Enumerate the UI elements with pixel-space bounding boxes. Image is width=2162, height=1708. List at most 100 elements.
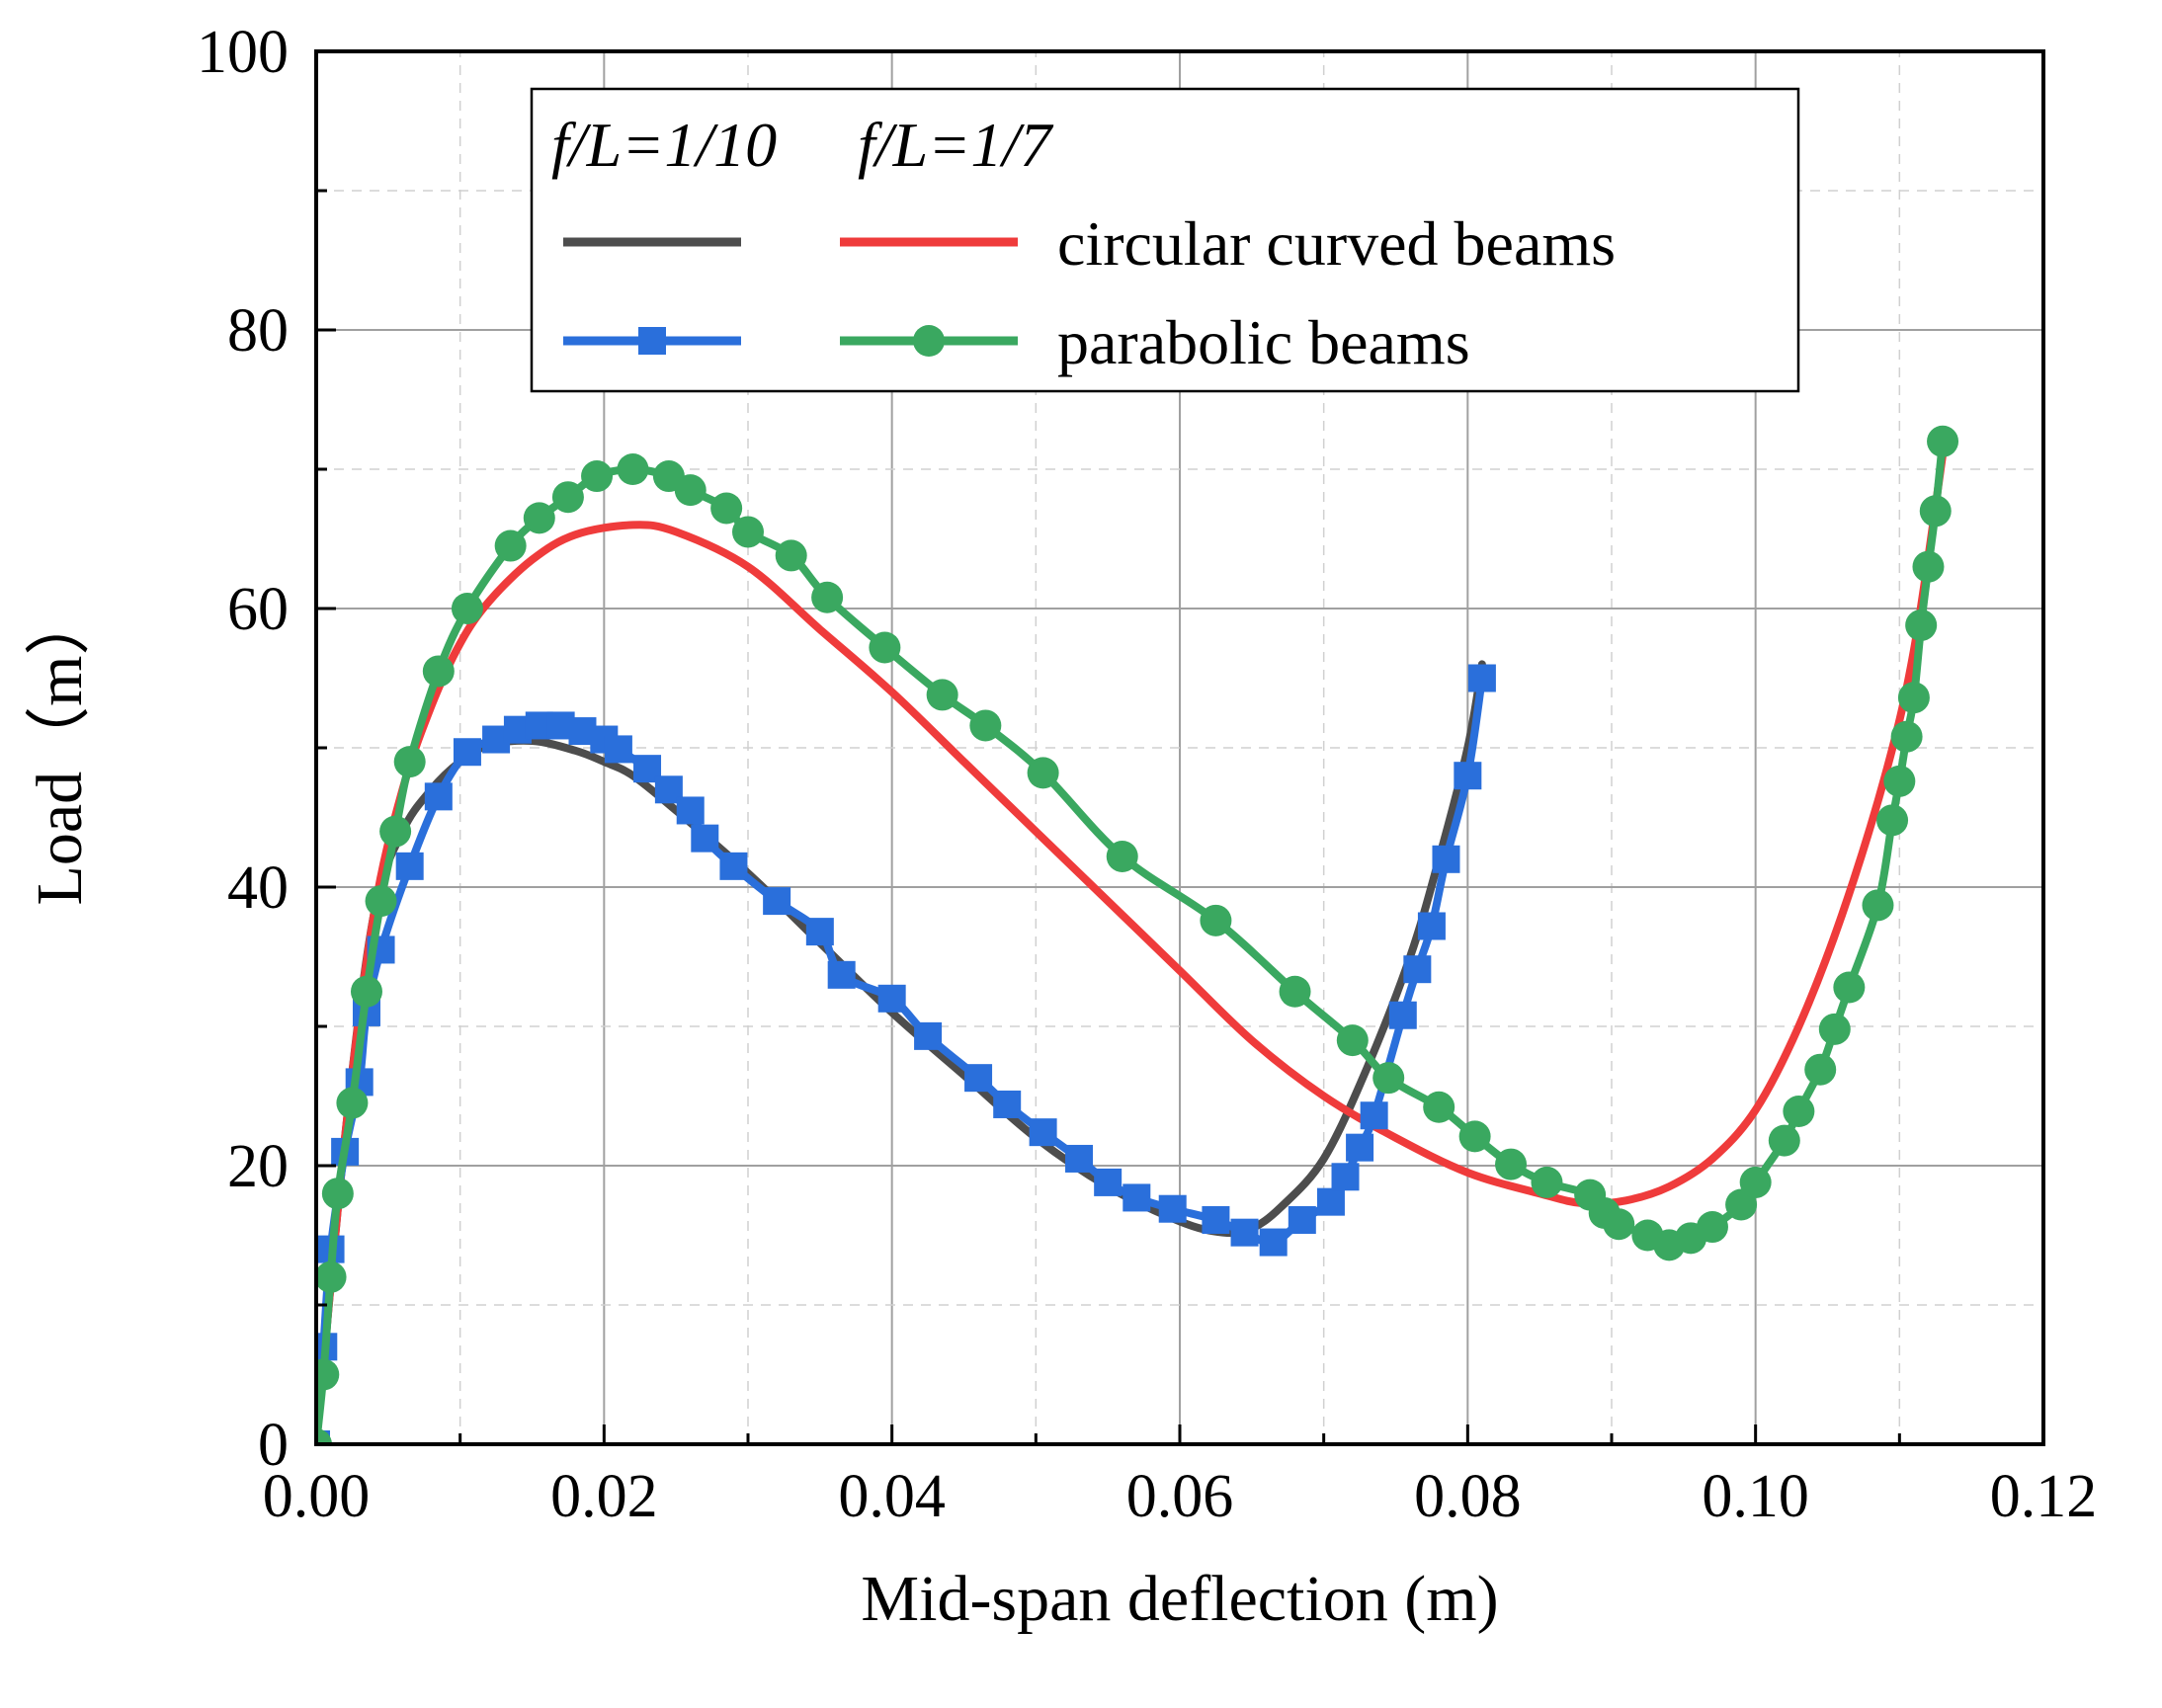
- data-point-square: [1065, 1144, 1094, 1173]
- data-point-square: [719, 852, 748, 880]
- data-point-circle: [1106, 840, 1138, 872]
- data-point-circle: [316, 1261, 347, 1293]
- data-point-square: [964, 1064, 993, 1093]
- data-point-circle: [969, 709, 1002, 742]
- data-point-circle: [336, 1087, 369, 1119]
- data-point-circle: [350, 975, 382, 1008]
- y-tick-label: 80: [227, 297, 289, 365]
- data-point-circle: [494, 529, 527, 562]
- x-tick-label: 0.08: [1414, 1463, 1522, 1530]
- data-point-circle: [732, 516, 764, 548]
- y-axis-title: Load（m）: [24, 591, 96, 906]
- data-point-square: [1388, 1001, 1417, 1029]
- data-point-circle: [1696, 1211, 1728, 1244]
- series-line: [316, 437, 1947, 1444]
- series-line: [316, 450, 1947, 1444]
- data-point-circle: [1768, 1124, 1800, 1157]
- data-point-square: [1417, 912, 1446, 940]
- series-layer: [316, 425, 1959, 1444]
- data-point-square: [827, 960, 856, 989]
- data-point-square: [604, 735, 632, 764]
- data-point-circle: [1739, 1166, 1772, 1198]
- data-point-square: [1331, 1163, 1360, 1191]
- data-point-square: [424, 782, 453, 811]
- data-point-circle: [1862, 889, 1894, 922]
- x-tick-label: 0.04: [838, 1463, 946, 1530]
- x-tick-label: 0.06: [1126, 1463, 1234, 1530]
- data-point-circle: [1027, 757, 1059, 789]
- legend-label-circular: circular curved beams: [1057, 208, 1616, 279]
- data-point-square: [805, 918, 834, 946]
- data-point-square: [1029, 1118, 1057, 1147]
- data-point-square: [1094, 1168, 1123, 1196]
- y-tick-label: 20: [227, 1133, 289, 1200]
- data-point-circle: [811, 581, 844, 613]
- x-tick-label: 0.02: [550, 1463, 658, 1530]
- data-point-square: [691, 824, 719, 853]
- x-tick-label: 0.00: [263, 1463, 371, 1530]
- legend-marker-square: [638, 327, 666, 355]
- data-point-circle: [926, 679, 958, 711]
- data-point-circle: [523, 502, 555, 534]
- y-tick-label: 0: [258, 1412, 289, 1479]
- data-point-circle: [617, 453, 649, 485]
- data-point-circle: [551, 481, 584, 514]
- data-point-square: [763, 887, 791, 916]
- data-point-circle: [1927, 425, 1959, 457]
- data-point-circle: [321, 1178, 354, 1210]
- x-tick-label: 0.12: [1990, 1463, 2098, 1530]
- data-point-square: [1360, 1101, 1388, 1130]
- data-point-square: [1346, 1133, 1374, 1162]
- tick-labels: 0.00 0.02 0.04 0.06 0.08 0.10 0.12 0 20 40 60 80 100: [197, 19, 2097, 1530]
- data-point-circle: [1372, 1062, 1405, 1095]
- data-point-square: [1403, 955, 1432, 984]
- data-point-circle: [1531, 1166, 1563, 1198]
- data-point-square: [1467, 664, 1496, 692]
- data-point-circle: [1200, 904, 1232, 936]
- legend-marker-circle: [913, 325, 945, 357]
- data-point-square: [1230, 1218, 1259, 1247]
- series-4: [316, 425, 1959, 1444]
- data-point-circle: [316, 1358, 340, 1391]
- data-point-circle: [1818, 1013, 1851, 1045]
- data-point-circle: [1897, 682, 1930, 714]
- data-point-circle: [1883, 765, 1916, 797]
- data-point-square: [453, 738, 481, 767]
- data-point-circle: [1890, 720, 1923, 753]
- data-point-circle: [1804, 1053, 1837, 1086]
- data-point-square: [1288, 1205, 1316, 1234]
- data-point-square: [676, 796, 705, 825]
- data-point-circle: [379, 815, 412, 848]
- legend-box: [530, 87, 1800, 393]
- data-point-square: [1158, 1194, 1187, 1223]
- x-tick-label: 0.10: [1702, 1463, 1809, 1530]
- legend-header-left: f/L=1/10: [551, 110, 777, 180]
- legend: f/L=1/10 f/L=1/7 circular curved beams p…: [530, 87, 1800, 393]
- legend-label-parabolic: parabolic beams: [1057, 307, 1470, 377]
- data-point-circle: [775, 539, 807, 572]
- data-point-square: [1202, 1205, 1230, 1234]
- data-point-circle: [581, 460, 614, 493]
- data-point-circle: [393, 746, 426, 778]
- data-point-square: [993, 1090, 1022, 1118]
- data-point-square: [395, 852, 424, 880]
- data-point-circle: [710, 492, 743, 525]
- data-point-circle: [422, 655, 455, 688]
- data-point-circle: [1495, 1148, 1528, 1180]
- data-point-square: [1454, 762, 1482, 790]
- y-tick-label: 100: [197, 19, 289, 86]
- data-point-circle: [674, 474, 707, 507]
- data-point-square: [877, 984, 906, 1013]
- data-point-circle: [1336, 1024, 1369, 1057]
- x-axis-title: Mid-span deflection (m): [861, 1563, 1498, 1635]
- data-point-circle: [451, 593, 483, 624]
- data-point-circle: [1919, 495, 1952, 528]
- data-point-square: [1259, 1228, 1288, 1257]
- legend-header-right: f/L=1/7: [858, 110, 1054, 180]
- data-point-circle: [1783, 1096, 1815, 1128]
- data-point-square: [1316, 1187, 1345, 1216]
- data-point-circle: [1912, 550, 1945, 583]
- series-2: [316, 450, 1947, 1444]
